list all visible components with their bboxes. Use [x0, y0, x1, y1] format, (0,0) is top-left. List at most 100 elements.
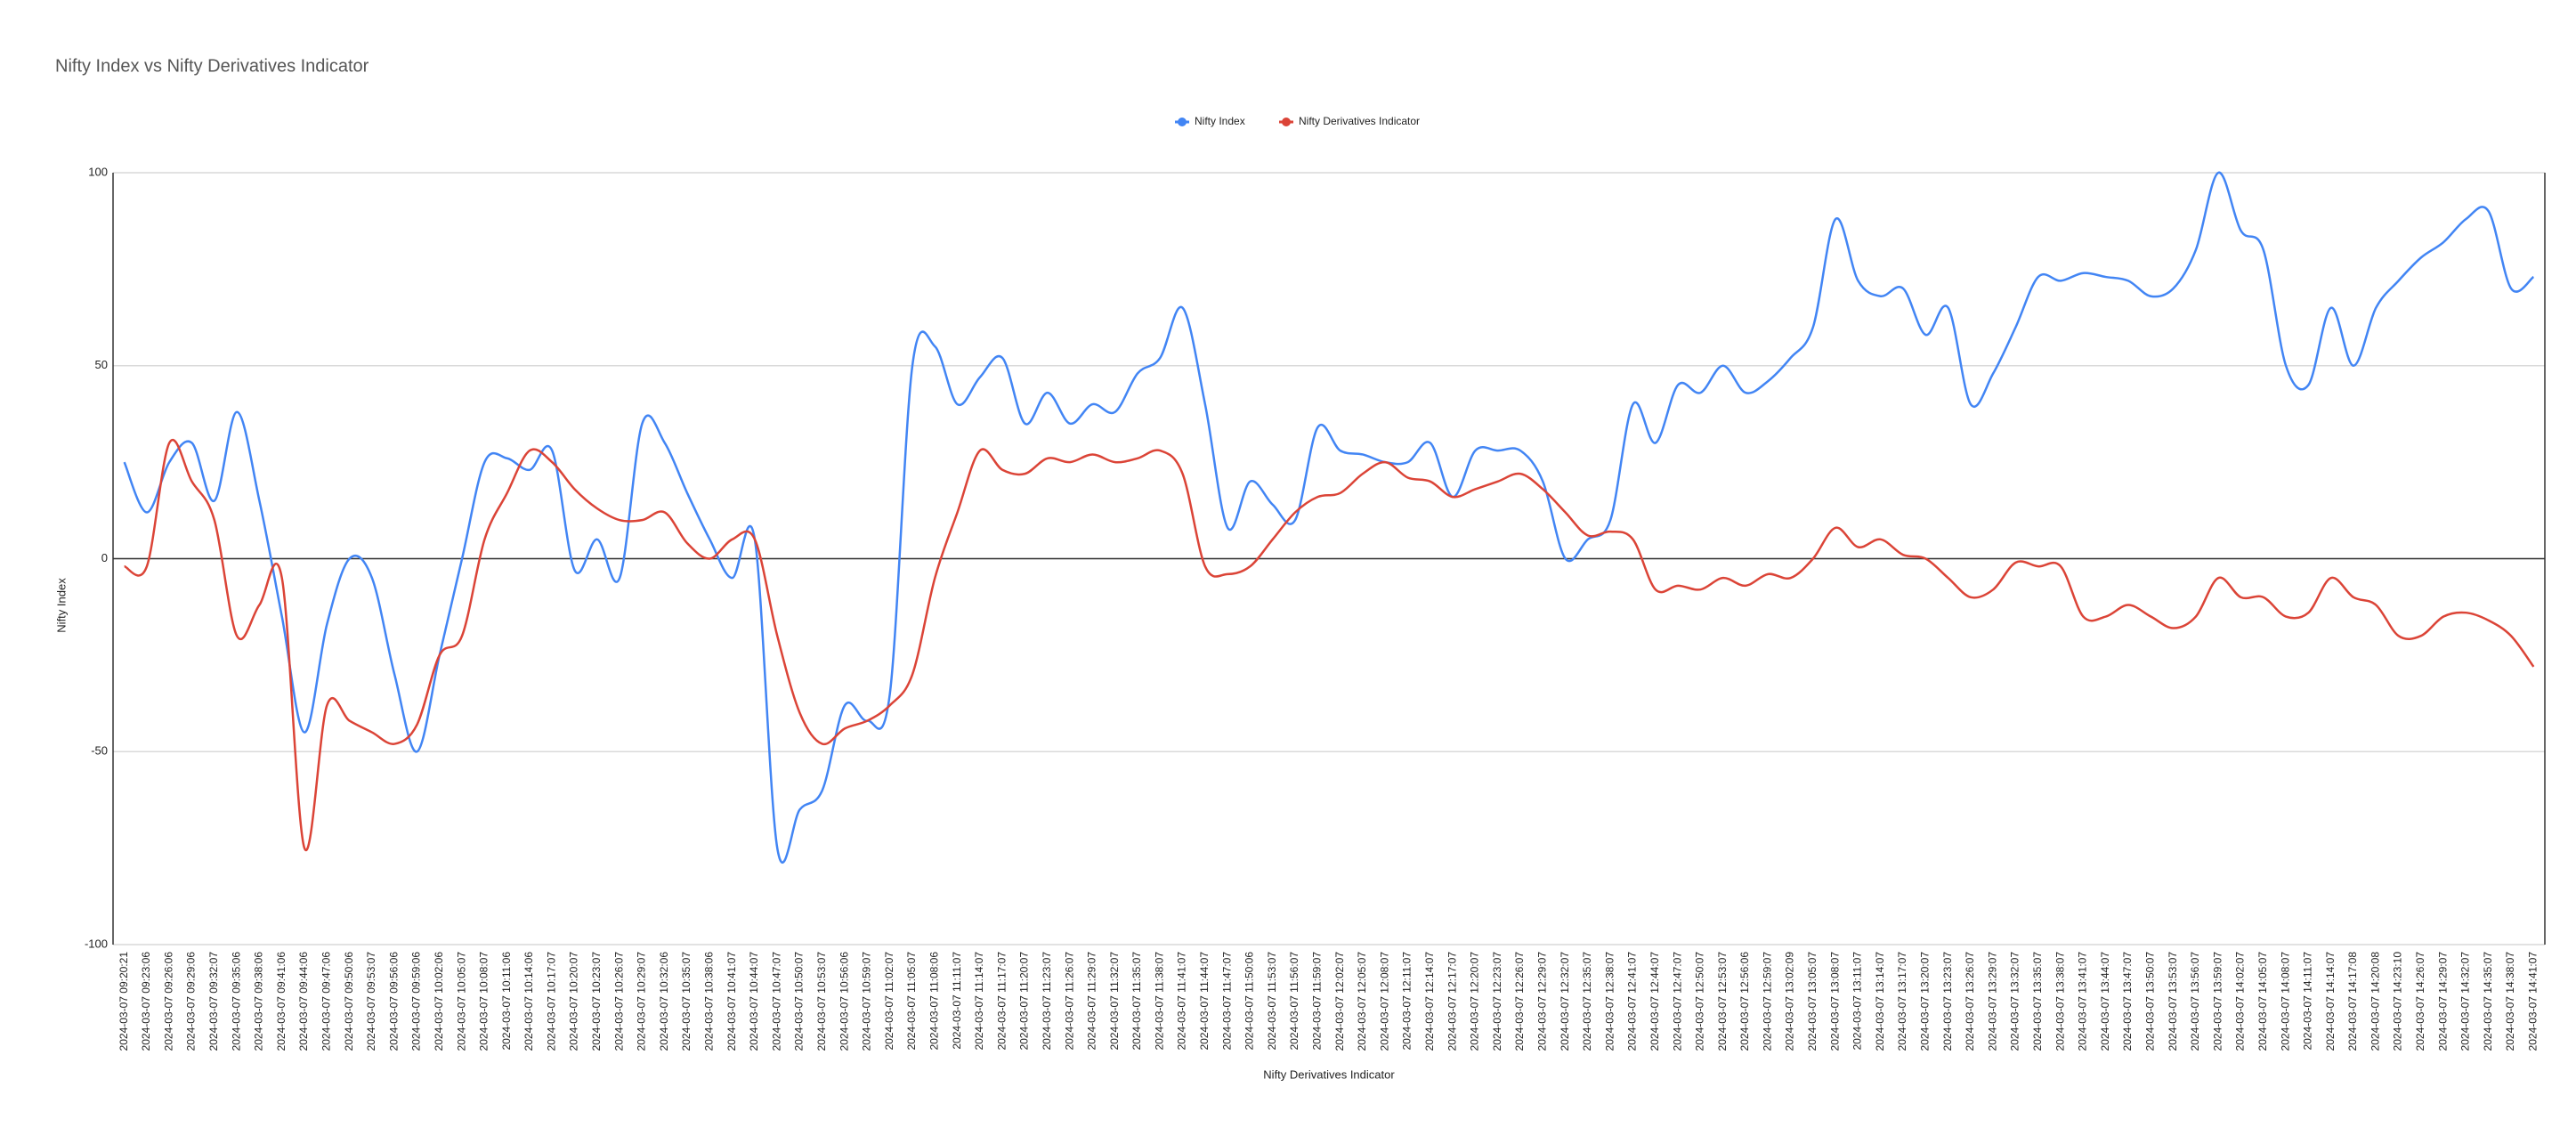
x-tick-label: 2024-03-07 12:38:07 [1603, 952, 1616, 1051]
x-tick-label: 2024-03-07 10:44:07 [748, 952, 760, 1051]
x-tick-label: 2024-03-07 12:08:07 [1378, 952, 1390, 1051]
x-tick-label: 2024-03-07 13:17:07 [1896, 952, 1908, 1051]
x-tick-label: 2024-03-07 12:53:07 [1716, 952, 1729, 1051]
legend-label: Nifty Index [1195, 115, 1245, 127]
x-tick-label: 2024-03-07 14:41:07 [2527, 952, 2540, 1051]
x-tick-label: 2024-03-07 10:26:07 [612, 952, 625, 1051]
x-tick-label: 2024-03-07 11:44:07 [1198, 952, 1211, 1051]
x-tick-label: 2024-03-07 11:56:07 [1288, 952, 1300, 1051]
x-tick-label: 2024-03-07 10:14:06 [522, 952, 535, 1051]
x-tick-label: 2024-03-07 12:05:07 [1356, 952, 1368, 1051]
x-tick-label: 2024-03-07 14:38:07 [2504, 952, 2516, 1051]
x-tick-label: 2024-03-07 10:29:07 [636, 952, 648, 1051]
x-tick-label: 2024-03-07 14:20:08 [2369, 952, 2381, 1051]
x-tick-label: 2024-03-07 13:47:07 [2121, 952, 2134, 1051]
x-tick-label: 2024-03-07 09:38:06 [253, 952, 265, 1051]
x-tick-label: 2024-03-07 11:32:07 [1108, 952, 1121, 1051]
x-tick-label: 2024-03-07 11:14:07 [973, 952, 985, 1051]
x-tick-label: 2024-03-07 10:50:07 [793, 952, 806, 1051]
x-tick-label: 2024-03-07 10:17:07 [545, 952, 557, 1051]
x-tick-label: 2024-03-07 13:41:07 [2077, 952, 2089, 1051]
x-tick-label: 2024-03-07 12:32:07 [1559, 952, 1571, 1051]
y-axis-label: Nifty Index [54, 578, 68, 633]
x-tick-label: 2024-03-07 12:41:07 [1626, 952, 1639, 1051]
x-tick-label: 2024-03-07 09:23:06 [140, 952, 152, 1051]
x-tick-label: 2024-03-07 12:02:07 [1333, 952, 1346, 1051]
x-tick-label: 2024-03-07 14:08:07 [2279, 952, 2291, 1051]
x-tick-label: 2024-03-07 10:35:07 [680, 952, 693, 1051]
x-tick-label: 2024-03-07 09:20:21 [117, 952, 130, 1051]
x-tick-label: 2024-03-07 14:32:07 [2459, 952, 2472, 1051]
x-tick-label: 2024-03-07 09:26:06 [162, 952, 174, 1051]
x-tick-label: 2024-03-07 12:50:07 [1694, 952, 1706, 1051]
x-tick-label: 2024-03-07 11:47:07 [1220, 952, 1233, 1051]
x-tick-label: 2024-03-07 09:29:06 [185, 952, 198, 1051]
x-tick-label: 2024-03-07 11:11:07 [951, 952, 963, 1050]
x-tick-label: 2024-03-07 12:23:07 [1491, 952, 1503, 1051]
x-tick-label: 2024-03-07 13:53:07 [2167, 952, 2179, 1051]
x-tick-label: 2024-03-07 10:23:07 [590, 952, 603, 1051]
x-tick-label: 2024-03-07 11:23:07 [1041, 952, 1053, 1051]
x-tick-label: 2024-03-07 14:02:07 [2234, 952, 2247, 1051]
x-tick-label: 2024-03-07 12:14:07 [1423, 952, 1436, 1051]
x-tick-label: 2024-03-07 13:20:07 [1919, 952, 1932, 1051]
x-tick-label: 2024-03-07 09:35:06 [230, 952, 242, 1051]
x-tick-label: 2024-03-07 10:05:07 [455, 952, 467, 1051]
x-tick-label: 2024-03-07 12:11:07 [1401, 952, 1414, 1051]
x-tick-label: 2024-03-07 10:11:06 [500, 952, 513, 1051]
x-tick-label: 2024-03-07 11:50:06 [1243, 952, 1256, 1051]
x-tick-label: 2024-03-07 14:23:10 [2392, 952, 2404, 1051]
x-tick-label: 2024-03-07 13:08:07 [1828, 952, 1841, 1051]
x-tick-label: 2024-03-07 11:53:07 [1266, 952, 1278, 1051]
x-tick-label: 2024-03-07 12:44:07 [1648, 952, 1661, 1051]
x-tick-label: 2024-03-07 13:29:07 [1986, 952, 1998, 1051]
y-tick-label: 100 [88, 165, 108, 178]
x-tick-label: 2024-03-07 11:38:07 [1153, 952, 1165, 1051]
x-tick-label: 2024-03-07 13:59:07 [2211, 952, 2224, 1051]
x-tick-label: 2024-03-07 11:35:07 [1130, 952, 1143, 1051]
y-tick-label: -100 [85, 937, 108, 950]
x-axis-label: Nifty Derivatives Indicator [1263, 1067, 1395, 1081]
x-tick-label: 2024-03-07 10:38:06 [703, 952, 716, 1051]
series-line [123, 171, 2535, 864]
x-tick-label: 2024-03-07 10:59:07 [861, 952, 873, 1051]
x-tick-label: 2024-03-07 13:56:07 [2189, 952, 2201, 1051]
y-tick-label: 0 [101, 551, 108, 564]
x-tick-label: 2024-03-07 11:17:07 [995, 952, 1008, 1051]
x-tick-label: 2024-03-07 12:59:07 [1761, 952, 1773, 1051]
x-tick-label: 2024-03-07 12:35:07 [1581, 952, 1593, 1051]
x-tick-label: 2024-03-07 10:08:07 [478, 952, 490, 1051]
x-tick-label: 2024-03-07 13:02:09 [1784, 952, 1796, 1051]
x-tick-label: 2024-03-07 13:35:07 [2031, 952, 2044, 1051]
x-tick-label: 2024-03-07 14:17:08 [2346, 952, 2359, 1051]
x-tick-label: 2024-03-07 13:05:07 [1806, 952, 1819, 1051]
x-tick-label: 2024-03-07 11:29:07 [1086, 952, 1098, 1051]
x-tick-label: 2024-03-07 14:26:07 [2414, 952, 2426, 1051]
x-tick-label: 2024-03-07 13:38:07 [2054, 952, 2066, 1051]
x-tick-label: 2024-03-07 12:17:07 [1446, 952, 1458, 1051]
x-tick-label: 2024-03-07 09:59:06 [410, 952, 423, 1051]
x-tick-label: 2024-03-07 09:47:06 [320, 952, 332, 1051]
x-tick-label: 2024-03-07 13:26:07 [1964, 952, 1976, 1051]
x-tick-label: 2024-03-07 10:53:07 [815, 952, 828, 1051]
x-tick-label: 2024-03-07 11:20:07 [1018, 952, 1031, 1051]
x-tick-label: 2024-03-07 11:08:06 [928, 952, 940, 1051]
x-tick-label: 2024-03-07 12:26:07 [1513, 952, 1526, 1051]
x-tick-label: 2024-03-07 14:35:07 [2482, 952, 2494, 1051]
x-tick-label: 2024-03-07 12:29:07 [1535, 952, 1548, 1051]
x-tick-label: 2024-03-07 14:05:07 [2256, 952, 2269, 1051]
x-tick-label: 2024-03-07 13:11:07 [1851, 952, 1864, 1051]
x-tick-label: 2024-03-07 11:41:07 [1176, 952, 1188, 1051]
x-tick-label: 2024-03-07 09:41:06 [275, 952, 288, 1051]
x-tick-label: 2024-03-07 10:02:06 [433, 952, 445, 1051]
y-tick-label: 50 [95, 358, 108, 371]
series-line [124, 439, 2535, 852]
x-tick-label: 2024-03-07 12:56:06 [1738, 952, 1751, 1051]
x-tick-label: 2024-03-07 14:11:07 [2302, 952, 2314, 1051]
x-tick-label: 2024-03-07 10:41:07 [725, 952, 738, 1051]
y-tick-label: -50 [91, 744, 108, 758]
x-tick-label: 2024-03-07 10:56:06 [838, 952, 850, 1051]
x-tick-label: 2024-03-07 13:14:07 [1874, 952, 1886, 1051]
